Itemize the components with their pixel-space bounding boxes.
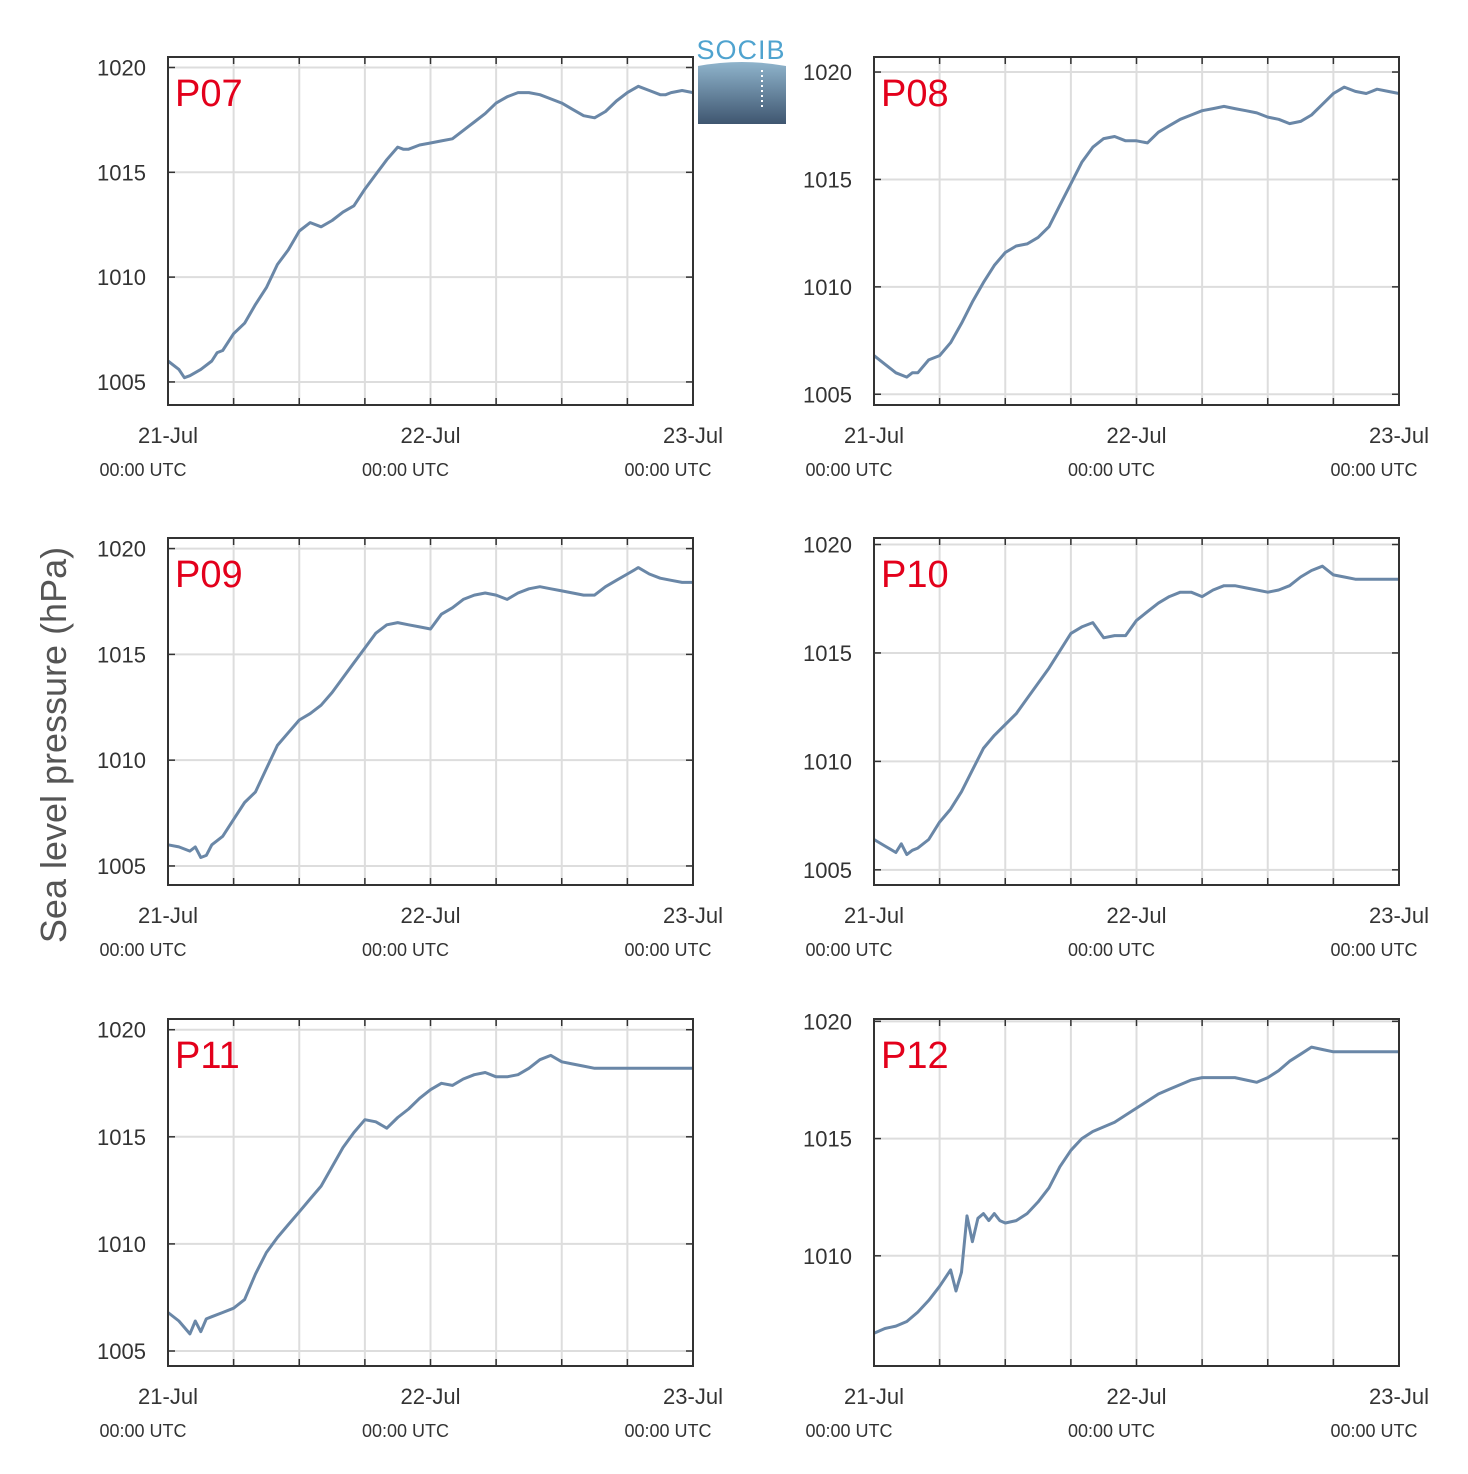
x-tick-sublabel: 00:00 UTC — [1068, 1421, 1155, 1441]
panel-label: P08 — [881, 73, 949, 115]
x-tick-label: 23-Jul — [1369, 903, 1429, 928]
x-tick-sublabel: 00:00 UTC — [624, 940, 711, 960]
y-tick-label: 1015 — [97, 160, 146, 185]
x-tick-sublabel: 00:00 UTC — [1068, 460, 1155, 480]
panel-label: P10 — [881, 554, 949, 596]
x-tick-label: 22-Jul — [1107, 1384, 1167, 1409]
y-tick-label: 1010 — [97, 265, 146, 290]
panels: 1005 1010 1015 1020 21-Jul 00:00 UTC 22-Jul 00:… — [97, 55, 1429, 1441]
x-tick-label: 21-Jul — [138, 423, 198, 448]
x-tick-label: 21-Jul — [138, 1384, 198, 1409]
y-tick-label: 1015 — [803, 641, 852, 666]
y-tick-label: 1015 — [97, 642, 146, 667]
x-tick-label: 21-Jul — [138, 903, 198, 928]
x-tick-sublabel: 00:00 UTC — [1330, 940, 1417, 960]
panel-label: P11 — [175, 1035, 240, 1077]
y-axis-label: Sea level pressure (hPa) — [33, 547, 74, 943]
x-tick-sublabel: 00:00 UTC — [1330, 460, 1417, 480]
x-tick-sublabel: 00:00 UTC — [624, 460, 711, 480]
x-tick-sublabel: 00:00 UTC — [805, 460, 892, 480]
y-tick-label: 1020 — [803, 533, 852, 558]
y-tick-label: 1010 — [97, 1232, 146, 1257]
panel-p10: 1005 1010 1015 1020 21-Jul 00:00 UTC 22-Jul 00:… — [803, 533, 1429, 960]
x-tick-sublabel: 00:00 UTC — [99, 460, 186, 480]
y-tick-label: 1010 — [803, 275, 852, 300]
x-tick-label: 21-Jul — [844, 903, 904, 928]
x-tick-sublabel: 00:00 UTC — [99, 940, 186, 960]
y-tick-label: 1010 — [803, 1244, 852, 1269]
x-tick-label: 22-Jul — [1107, 423, 1167, 448]
socib-logo: SOCIB — [696, 35, 786, 124]
panel-label: P07 — [175, 73, 243, 115]
x-tick-label: 21-Jul — [844, 1384, 904, 1409]
x-tick-sublabel: 00:00 UTC — [1068, 940, 1155, 960]
panel-label: P09 — [175, 554, 243, 596]
y-tick-label: 1005 — [97, 370, 146, 395]
x-tick-sublabel: 00:00 UTC — [805, 940, 892, 960]
y-tick-label: 1020 — [97, 1018, 146, 1043]
y-tick-label: 1005 — [97, 854, 146, 879]
y-tick-label: 1010 — [803, 749, 852, 774]
pressure-series-line — [167, 1053, 693, 1336]
y-tick-label: 1005 — [803, 382, 852, 407]
axes-frame — [873, 1018, 1400, 1367]
pressure-series-line — [873, 1045, 1399, 1335]
y-tick-label: 1010 — [97, 748, 146, 773]
x-tick-label: 21-Jul — [844, 423, 904, 448]
y-tick-label: 1015 — [803, 167, 852, 192]
y-tick-label: 1020 — [803, 1009, 852, 1034]
x-tick-label: 23-Jul — [663, 423, 723, 448]
x-tick-sublabel: 00:00 UTC — [624, 1421, 711, 1441]
x-tick-sublabel: 00:00 UTC — [99, 1421, 186, 1441]
x-tick-sublabel: 00:00 UTC — [362, 940, 449, 960]
x-tick-sublabel: 00:00 UTC — [1330, 1421, 1417, 1441]
y-tick-label: 1005 — [803, 858, 852, 883]
pressure-series-line — [167, 84, 694, 380]
axes-frame — [167, 537, 694, 886]
panel-label: P12 — [881, 1035, 949, 1077]
y-tick-label: 1005 — [97, 1339, 146, 1364]
x-tick-sublabel: 00:00 UTC — [805, 1421, 892, 1441]
panel-p11: 1005 1010 1015 1020 21-Jul 00:00 UTC 22-Jul 00:… — [97, 1018, 723, 1441]
x-tick-sublabel: 00:00 UTC — [362, 460, 449, 480]
logo-text: SOCIB — [696, 35, 785, 65]
axes-frame — [873, 56, 1400, 406]
x-tick-label: 22-Jul — [1107, 903, 1167, 928]
x-tick-label: 23-Jul — [1369, 423, 1429, 448]
y-tick-label: 1020 — [97, 537, 146, 562]
y-tick-label: 1015 — [803, 1127, 852, 1152]
pressure-series-line — [167, 566, 693, 859]
axes-frame — [167, 56, 694, 406]
pressure-series-line — [873, 564, 1399, 857]
y-tick-label: 1020 — [803, 60, 852, 85]
x-tick-label: 23-Jul — [663, 1384, 723, 1409]
axes-frame — [167, 1018, 694, 1367]
panel-p09: 1005 1010 1015 1020 21-Jul 00:00 UTC 22-Jul 00:… — [97, 537, 723, 960]
x-tick-label: 22-Jul — [401, 423, 461, 448]
x-tick-label: 23-Jul — [1369, 1384, 1429, 1409]
x-tick-label: 22-Jul — [401, 1384, 461, 1409]
axes-frame — [873, 537, 1400, 886]
panel-p08: 1005 1010 1015 1020 21-Jul 00:00 UTC 22-Jul 00:… — [803, 56, 1429, 480]
pressure-series-line — [873, 85, 1400, 379]
panel-p07: 1005 1010 1015 1020 21-Jul 00:00 UTC 22-Jul 00:… — [97, 55, 723, 480]
x-tick-label: 22-Jul — [401, 903, 461, 928]
x-tick-sublabel: 00:00 UTC — [362, 1421, 449, 1441]
y-tick-label: 1020 — [97, 55, 146, 80]
x-tick-label: 23-Jul — [663, 903, 723, 928]
panel-p12: 1010 1015 1020 21-Jul 00:00 UTC 22-Jul 00:00 U… — [803, 1009, 1429, 1441]
y-tick-label: 1015 — [97, 1125, 146, 1150]
